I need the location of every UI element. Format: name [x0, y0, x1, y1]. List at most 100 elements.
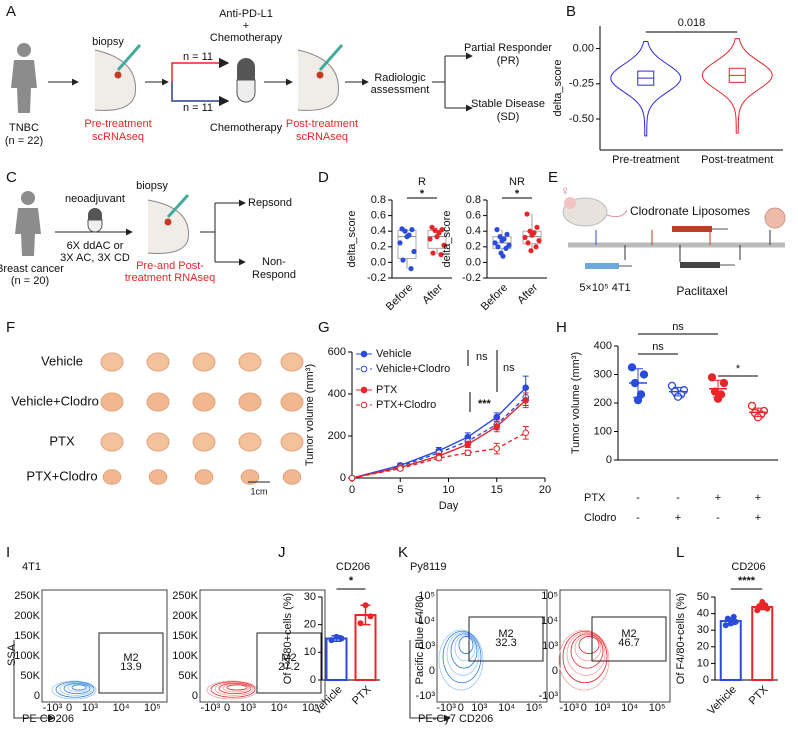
y-axis-label: delta_score — [441, 211, 453, 268]
chart-title: CD206 — [731, 561, 765, 573]
point — [357, 620, 364, 627]
axis-arrows — [13, 640, 55, 722]
label: Chemotherapy — [210, 32, 283, 44]
y-tick-label: -0.25 — [569, 78, 594, 90]
row-label: Vehicle — [41, 353, 83, 368]
flow-title: 4T1 — [22, 561, 41, 573]
table-sign: + — [715, 492, 721, 504]
legend-marker — [360, 365, 368, 373]
arm-line — [171, 57, 230, 82]
point — [756, 603, 763, 610]
significance: ns — [672, 321, 684, 333]
point — [719, 378, 729, 388]
breast-icon — [147, 193, 190, 254]
y-axis-label: Tumor volume (mm³) — [570, 352, 582, 454]
point — [493, 445, 501, 452]
error-bar — [633, 368, 643, 398]
y-tick-label: 0.0 — [371, 256, 386, 268]
point — [397, 240, 403, 246]
y-tick-label: 150K — [14, 630, 40, 642]
point — [500, 253, 506, 259]
panel-letter: G — [318, 319, 330, 336]
gate-value: 27.2 — [278, 661, 299, 673]
label: Pre-treatment — [84, 118, 151, 130]
y-tick-label: 300 — [594, 368, 612, 380]
panel-letter: F — [6, 319, 15, 336]
point — [522, 429, 530, 437]
contour — [218, 682, 252, 695]
y-tick-label: 30 — [697, 624, 709, 636]
label: 5×10⁵ 4T1 — [579, 282, 630, 294]
label: 6X ddAC or — [67, 240, 124, 252]
tumor — [100, 352, 124, 372]
gate-label: M2 — [621, 628, 636, 640]
tumor — [192, 392, 216, 412]
series-line — [351, 396, 527, 479]
y-tick-label: -0.2 — [462, 272, 481, 284]
table-sign: - — [636, 492, 640, 504]
point — [438, 252, 444, 258]
tumor — [102, 469, 122, 485]
y-tick-label: 0.0 — [466, 256, 481, 268]
point — [747, 401, 757, 411]
y-tick-label: 10³ — [542, 640, 558, 652]
x-tick-label: 10⁴ — [271, 702, 288, 714]
tumor-icon — [764, 207, 786, 229]
bar — [719, 620, 742, 682]
x-axis-label: Day — [439, 500, 459, 512]
label: biopsy — [136, 180, 168, 192]
label: Repsond — [248, 197, 292, 209]
gate-label: M2 — [123, 652, 138, 664]
tumor — [148, 469, 168, 485]
panel-letter: H — [556, 319, 567, 336]
tumor — [240, 469, 260, 485]
table-sign: + — [675, 512, 681, 524]
branch — [200, 203, 216, 262]
point — [533, 244, 539, 250]
legend-marker — [360, 386, 368, 394]
point — [722, 622, 729, 629]
y-tick-label: 10⁵ — [418, 590, 435, 602]
point — [328, 637, 335, 644]
contour — [55, 681, 95, 698]
y-tick-label: 200K — [14, 610, 40, 622]
tumor — [280, 392, 304, 412]
contour — [562, 630, 608, 684]
x-tick-label: 0 — [66, 702, 72, 714]
branch — [432, 55, 470, 109]
y-tick-label: 100K — [14, 650, 40, 662]
contour — [450, 633, 478, 669]
y-tick-label: 400 — [328, 388, 346, 400]
panel-letter: C — [6, 169, 17, 186]
label: (n = 22) — [5, 135, 43, 147]
x-tick-label: 10 — [442, 484, 454, 496]
contour — [214, 682, 254, 696]
legend-label: Vehicle+Clodro — [376, 363, 450, 375]
label: Radiologic — [374, 72, 426, 84]
table-row-label: Clodro — [584, 512, 616, 524]
point — [528, 248, 534, 254]
x-axis-label: PE CD206 — [22, 713, 74, 725]
label: n = 11 — [183, 51, 213, 63]
gate-value: 13.9 — [120, 661, 141, 673]
significance: ns — [652, 341, 664, 353]
contour — [59, 682, 93, 696]
legend-label: PTX+Clodro — [376, 399, 436, 411]
point — [524, 211, 530, 217]
x-tick-label: 10³ — [594, 702, 610, 714]
gate — [98, 632, 164, 694]
point — [409, 227, 415, 233]
y-tick-label: 10 — [304, 646, 316, 658]
point — [707, 373, 717, 382]
y-tick-label: 400 — [594, 340, 612, 352]
y-tick-label: 0.2 — [371, 241, 386, 253]
table-row-label: PTX — [584, 492, 606, 504]
point — [430, 250, 436, 256]
x-tick-label: After — [515, 281, 540, 306]
contour — [226, 684, 248, 691]
point — [732, 618, 739, 625]
y-axis-label: Tumor volume (mm³) — [304, 364, 316, 466]
x-tick-label: After — [420, 281, 445, 306]
y-tick-label: 50K — [20, 670, 40, 682]
